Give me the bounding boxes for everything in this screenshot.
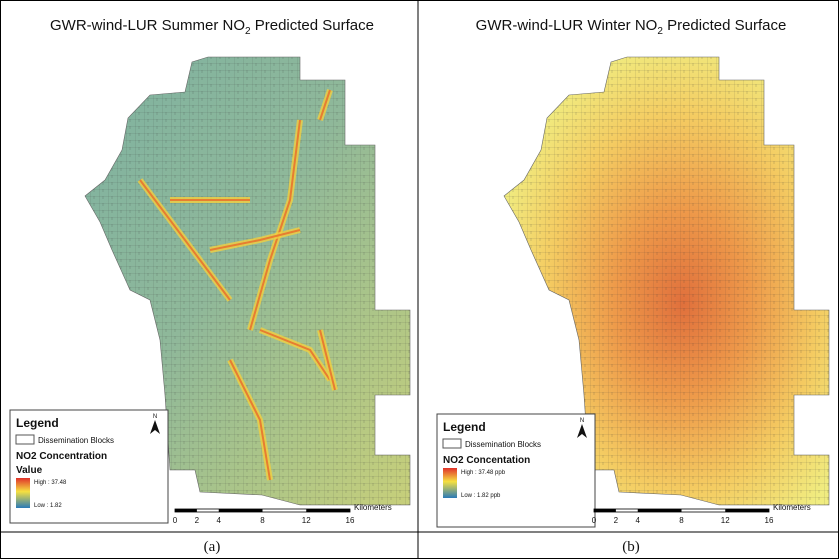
legend-ramp — [16, 478, 30, 508]
legend-field-sub: Value — [16, 465, 43, 476]
scale-segment — [175, 509, 197, 512]
scale-unit: Kilometers — [773, 503, 811, 512]
legend-swatch — [16, 435, 34, 444]
scale-segment — [306, 509, 350, 512]
caption: (b) — [622, 539, 640, 555]
scale-tick-label: 4 — [217, 516, 222, 525]
scale-segment — [638, 509, 682, 512]
caption: (a) — [204, 539, 221, 555]
scale-tick-label: 4 — [636, 516, 641, 525]
legend-low: Low : 1.82 — [34, 503, 62, 509]
map-title: GWR-wind-LUR Winter NO2 Predicted Surfac… — [476, 17, 787, 37]
north-label: N — [153, 414, 157, 420]
scale-tick-label: 12 — [302, 516, 311, 525]
legend-title: Legend — [443, 420, 486, 434]
legend-ramp — [443, 468, 457, 498]
scale-unit: Kilometers — [354, 503, 392, 512]
scale-tick-label: 8 — [260, 516, 265, 525]
north-label: N — [580, 418, 584, 424]
scale-tick-label: 8 — [679, 516, 684, 525]
legend-field: NO2 Concentration — [16, 451, 107, 462]
legend-layer: Dissemination Blocks — [465, 440, 541, 449]
scale-tick-label: 16 — [346, 516, 355, 525]
scale-tick-label: 2 — [195, 516, 200, 525]
legend-title: Legend — [16, 416, 59, 430]
map-panel: GWR-wind-LUR Summer NO 2 Predicted Surfac… — [10, 17, 410, 555]
figure: GWR-wind-LUR Summer NO 2 Predicted Surfac… — [0, 0, 839, 559]
scale-segment — [725, 509, 769, 512]
title-text: GWR-wind-LUR Winter NO — [476, 17, 658, 34]
legend-layer: Dissemination Blocks — [38, 436, 114, 445]
scale-tick-label: 16 — [765, 516, 774, 525]
title-suffix: Predicted Surface — [663, 17, 786, 34]
legend-high: High : 37.48 ppb — [461, 470, 506, 476]
legend-field: NO2 Concentation — [443, 455, 530, 466]
scale-tick-label: 12 — [721, 516, 730, 525]
legend-swatch — [443, 439, 461, 448]
legend-low: Low : 1.82 ppb — [461, 493, 501, 499]
legend-high: High : 37.48 — [34, 480, 67, 486]
scale-tick-label: 0 — [173, 516, 178, 525]
title-suffix: Predicted Surface — [251, 17, 374, 34]
scale-segment — [219, 509, 263, 512]
map-title: GWR-wind-LUR Summer NO2 Predicted Surfac… — [50, 17, 374, 37]
scale-segment — [594, 509, 616, 512]
scale-tick-label: 0 — [592, 516, 597, 525]
title-text: GWR-wind-LUR Summer NO — [50, 17, 245, 34]
map-panel: GWR-wind-LUR Winter NO 2 Predicted Surfac… — [437, 17, 829, 555]
scale-tick-label: 2 — [614, 516, 619, 525]
